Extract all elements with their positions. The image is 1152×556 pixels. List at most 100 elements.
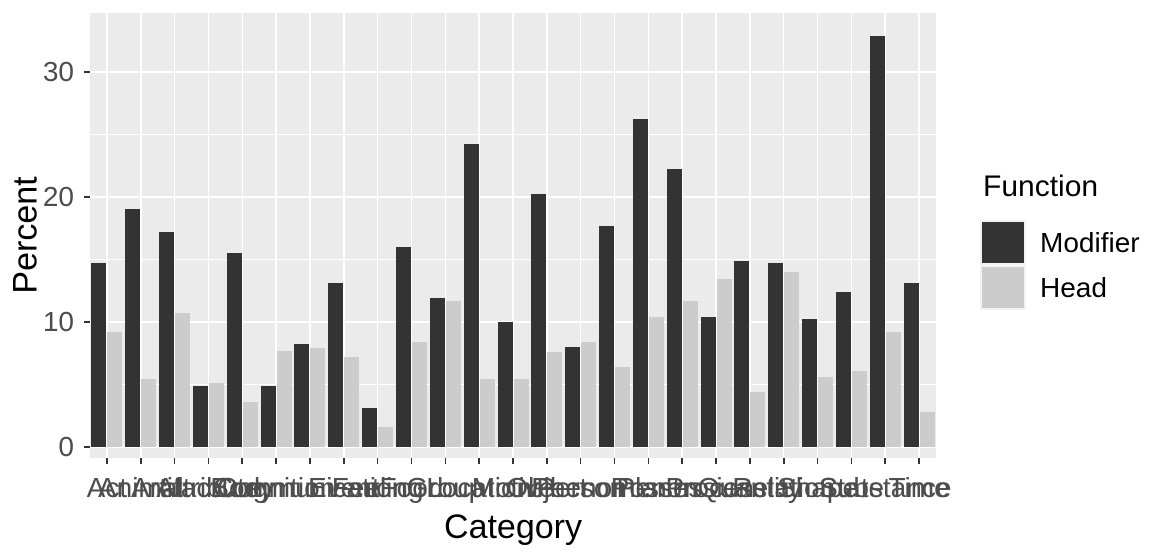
bar-head-feeling — [378, 426, 394, 447]
bar-modifier-act — [91, 263, 107, 447]
vertical-gridline — [918, 13, 920, 458]
bar-modifier-quantity — [734, 260, 750, 447]
bar-head-act — [107, 331, 123, 447]
x-axis-tick-label: Animal — [97, 472, 184, 503]
x-axis-tick — [918, 458, 920, 464]
bar-modifier-substance — [869, 35, 885, 447]
vertical-gridline — [647, 13, 650, 458]
x-axis-tick — [782, 458, 785, 464]
bar-head-food — [411, 341, 427, 447]
bar-head-quantity — [750, 391, 766, 447]
legend-item-head: Head — [980, 265, 1140, 310]
bar-head-relation — [784, 271, 800, 447]
bar-modifier-group — [429, 298, 445, 447]
plot-panel — [90, 13, 936, 458]
bar-head-animal — [141, 379, 157, 447]
bar-head-shape — [818, 376, 834, 447]
x-axis-tick-label: Possession — [610, 472, 754, 503]
x-axis-tick-label: Body — [210, 472, 275, 503]
y-axis-tick — [84, 70, 90, 73]
bar-modifier-body — [226, 253, 242, 447]
x-axis-tick-label: Quantity — [697, 472, 803, 503]
bar-head-group — [445, 300, 461, 447]
bar-modifier-object — [531, 194, 547, 447]
bar-modifier-plant — [632, 119, 648, 447]
x-axis-tick-label: Motive — [471, 472, 555, 503]
legend-swatch-modifier — [982, 222, 1024, 263]
x-axis-tick — [343, 458, 345, 464]
vertical-gridline — [884, 13, 886, 458]
vertical-gridline — [478, 13, 480, 458]
vertical-gridline — [850, 13, 853, 458]
bar-head-location — [479, 379, 495, 447]
y-axis-tick — [84, 196, 90, 198]
bar-modifier-time — [903, 283, 919, 447]
bar-modifier-event — [328, 283, 344, 447]
y-axis-tick-label: 10 — [42, 305, 74, 337]
horizontal-minor-gridline — [90, 384, 936, 386]
vertical-gridline — [681, 13, 683, 458]
bar-head-body — [242, 401, 258, 447]
bar-modifier-cognition — [260, 385, 276, 447]
horizontal-major-gridline — [90, 446, 936, 448]
bar-modifier-feeling — [362, 408, 378, 447]
x-axis-tick-label: Act — [86, 472, 128, 503]
bar-head-substance — [885, 331, 901, 447]
x-axis-tick-label: Attribute — [156, 472, 261, 503]
x-axis-tick — [241, 458, 244, 464]
x-axis-tick — [884, 458, 887, 464]
x-axis-tick-label: Substance — [819, 472, 952, 503]
bar-modifier-possession — [666, 169, 682, 447]
x-axis-tick — [173, 458, 176, 464]
vertical-gridline — [275, 13, 277, 458]
bar-modifier-process — [700, 316, 716, 447]
bar-head-event — [344, 356, 360, 447]
bar-modifier-state — [835, 291, 851, 447]
x-axis-tick — [207, 458, 210, 464]
bar-modifier-motive — [497, 321, 513, 447]
vertical-gridline — [816, 13, 819, 458]
legend-title: Function — [983, 170, 1099, 203]
x-axis-tick — [444, 458, 447, 464]
bar-head-attribute — [208, 383, 224, 447]
bar-head-plant — [648, 316, 664, 447]
vertical-gridline — [241, 13, 244, 458]
x-axis-tick-label: Group — [406, 472, 485, 503]
x-axis-tick-label: Plant — [616, 472, 681, 503]
x-axis-tick-label: Phenomenon — [531, 472, 698, 503]
bar-head-state — [851, 370, 867, 447]
x-axis-tick-label: Person — [536, 472, 626, 503]
bar-head-process — [716, 279, 732, 447]
vertical-gridline — [546, 13, 548, 458]
x-axis-tick-label: Artifact — [131, 472, 219, 503]
bar-head-possession — [682, 300, 698, 447]
x-axis-tick — [309, 458, 311, 464]
vertical-gridline — [410, 13, 413, 458]
y-axis-tick-label: 0 — [58, 431, 74, 462]
horizontal-minor-gridline — [90, 134, 936, 136]
x-axis-tick-label: Communication — [212, 472, 408, 503]
legend-swatch-head — [982, 267, 1024, 308]
bar-modifier-relation — [768, 263, 784, 447]
vertical-gridline — [749, 13, 751, 458]
bar-head-phenomenon — [615, 366, 631, 447]
x-axis-tick-label: Relation — [732, 472, 836, 503]
vertical-gridline — [343, 13, 345, 458]
vertical-gridline — [579, 13, 582, 458]
bar-modifier-phenomenon — [599, 225, 615, 447]
x-axis-tick — [816, 458, 819, 464]
vertical-gridline — [309, 13, 311, 458]
x-axis-tick — [106, 458, 108, 464]
x-axis-tick-label: Feeling — [331, 472, 424, 503]
x-axis-tick — [275, 458, 277, 464]
horizontal-minor-gridline — [90, 259, 936, 261]
x-axis-tick-label: Process — [665, 472, 767, 503]
x-axis-tick-label: Object — [506, 472, 588, 503]
x-axis-tick — [715, 458, 717, 464]
x-axis-tick — [749, 458, 751, 464]
x-axis-tick — [410, 458, 413, 464]
legend-item-modifier: Modifier — [980, 220, 1140, 265]
legend-key — [980, 220, 1026, 265]
y-axis-tick — [84, 321, 90, 323]
bar-head-time — [919, 411, 935, 447]
